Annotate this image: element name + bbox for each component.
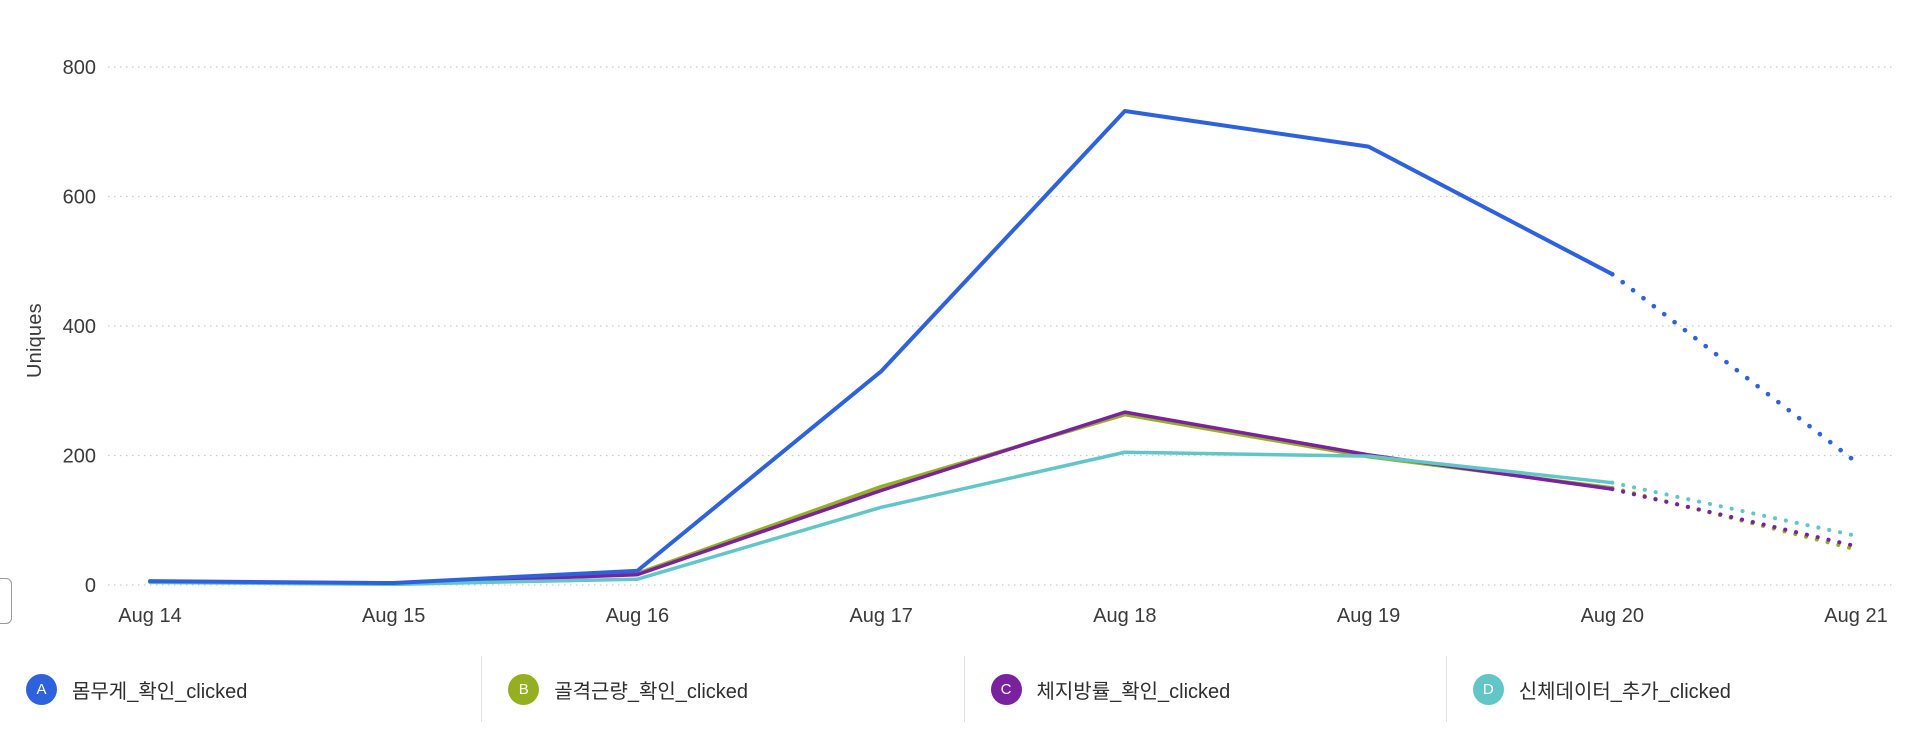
- series-line-D[interactable]: [148, 450, 1615, 587]
- legend-series-badge-C: C: [990, 673, 1022, 705]
- legend-series-label: 골격근량_확인_clicked: [554, 680, 749, 703]
- y-tick-label: 800: [63, 57, 96, 79]
- x-tick-label: Aug 14: [118, 605, 181, 627]
- series-line-A-projected[interactable]: [1609, 271, 1859, 465]
- y-tick-label: 0: [85, 575, 96, 597]
- x-tick-label: Aug 20: [1581, 605, 1644, 627]
- chart-canvas[interactable]: 0 200 400 600 800 Aug 14 Aug 15 Aug 16 Aug 17 Aug…: [0, 0, 1928, 648]
- legend-series-badge-A: A: [26, 673, 57, 705]
- x-tick-label: Aug 21: [1824, 605, 1887, 627]
- legend-item-A[interactable]: A 몸무게_확인_clicked: [0, 656, 482, 722]
- x-tick-label: Aug 19: [1337, 605, 1400, 627]
- x-tick-label: Aug 17: [849, 605, 912, 627]
- series-line-D-projected[interactable]: [1610, 480, 1858, 538]
- series-line-C-projected[interactable]: [1610, 487, 1858, 549]
- x-tick-label: Aug 15: [362, 605, 425, 627]
- legend-item-D[interactable]: D 신체데이터_추가_clicked: [1445, 656, 1928, 722]
- legend-item-C[interactable]: C 체지방률_확인_clicked: [963, 656, 1446, 722]
- series-line-C[interactable]: [148, 410, 1615, 586]
- line-chart: Uniques 0 200 400 600 800 Aug 14 Aug 15 Aug 16 A…: [0, 0, 1928, 648]
- series-line-B[interactable]: [148, 412, 1615, 586]
- series-line-A[interactable]: [148, 109, 1615, 586]
- legend-series-badge-B: B: [508, 673, 540, 705]
- x-tick-label: Aug 16: [606, 605, 669, 627]
- y-tick-label: 200: [63, 446, 96, 468]
- legend-series-label: 신체데이터_추가_clicked: [1518, 680, 1731, 703]
- y-tick-label: 400: [63, 316, 96, 338]
- legend-item-B[interactable]: B 골격근량_확인_clicked: [481, 656, 964, 722]
- legend-series-label: 몸무게_확인_clicked: [72, 680, 248, 703]
- legend-series-badge-D: D: [1472, 673, 1504, 705]
- legend-series-label: 체지방률_확인_clicked: [1036, 680, 1231, 703]
- series-line-B-projected[interactable]: [1610, 485, 1858, 552]
- y-tick-label: 600: [63, 187, 96, 209]
- clipped-edge-panel: [0, 578, 12, 624]
- y-axis-label: Uniques: [24, 303, 46, 378]
- legend: A 몸무게_확인_clicked B 골격근량_확인_clicked C 체지방률_확인_…: [0, 648, 1928, 730]
- x-tick-label: Aug 18: [1093, 605, 1156, 627]
